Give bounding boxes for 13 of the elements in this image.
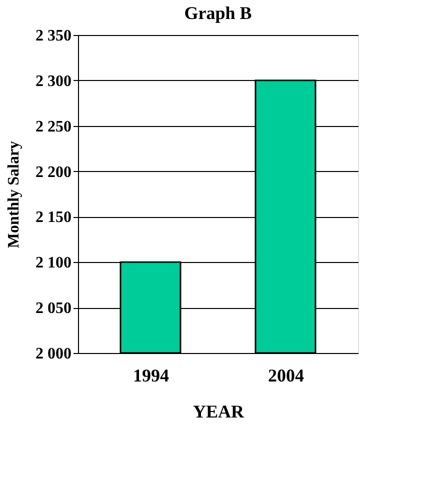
y-tick-label: 2 150 <box>36 209 72 226</box>
y-tick-label: 2 050 <box>36 300 72 318</box>
y-tick-label: 2 100 <box>36 254 72 272</box>
y-tick-label: 2 300 <box>36 72 72 90</box>
x-tick-label: 1994 <box>133 366 169 386</box>
y-tick-label: 2 350 <box>36 28 72 44</box>
x-tick-label: 2004 <box>268 366 304 386</box>
y-tick-label: 2 250 <box>36 118 72 136</box>
y-axis-title: Monthly Salary <box>6 140 22 248</box>
y-tick-label: 2 000 <box>36 346 72 362</box>
y-tick-label: 2 200 <box>36 164 72 181</box>
chart-title: Graph B <box>184 3 252 23</box>
x-axis-title: YEAR <box>192 402 245 422</box>
